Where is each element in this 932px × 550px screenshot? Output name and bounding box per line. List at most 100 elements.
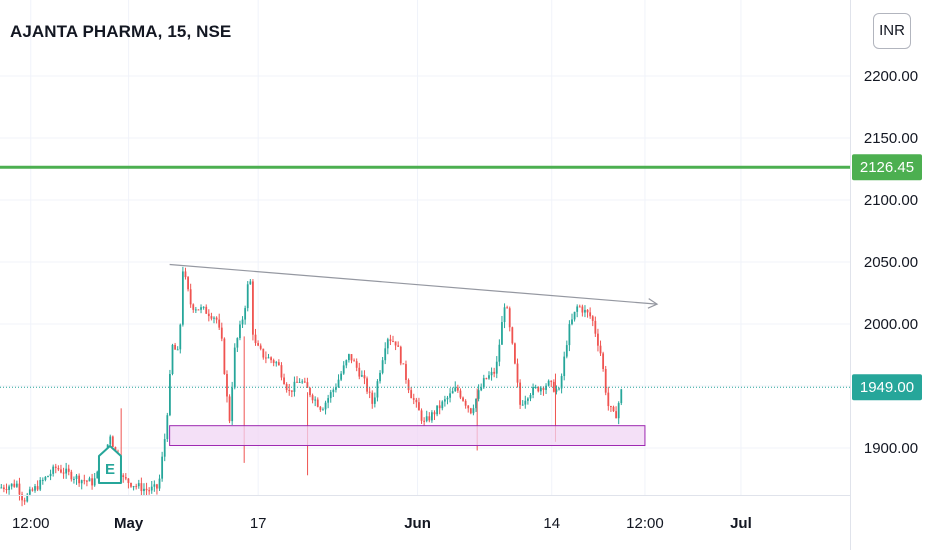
candle-body bbox=[18, 483, 21, 495]
candle-body bbox=[350, 354, 353, 361]
candle-body bbox=[449, 393, 451, 398]
candle-body bbox=[130, 482, 132, 487]
candle-body bbox=[604, 368, 607, 393]
candle-body bbox=[410, 390, 413, 399]
candle-body bbox=[2, 487, 5, 490]
candle-body bbox=[615, 411, 617, 419]
candle-body bbox=[10, 483, 13, 487]
candle-body bbox=[83, 480, 86, 482]
candle-body bbox=[607, 392, 610, 407]
candle-body bbox=[109, 436, 112, 445]
candle-body bbox=[397, 345, 400, 347]
candle-body bbox=[337, 379, 340, 388]
candle-body bbox=[200, 307, 202, 310]
candle-body bbox=[547, 380, 550, 386]
candle-body bbox=[425, 416, 428, 421]
chart-title: AJANTA PHARMA, 15, NSE bbox=[10, 22, 232, 41]
candle-body bbox=[309, 387, 311, 396]
candle-body bbox=[597, 333, 599, 346]
candle-body bbox=[264, 357, 267, 359]
candle-body bbox=[36, 486, 39, 490]
candle-body bbox=[477, 390, 480, 399]
candle-body bbox=[275, 362, 278, 364]
candle-body bbox=[231, 387, 234, 422]
last-price-tag bbox=[852, 374, 922, 401]
candle-body bbox=[267, 357, 270, 359]
candle-body bbox=[516, 363, 519, 383]
candle-body bbox=[249, 281, 252, 285]
candle-body bbox=[223, 338, 226, 374]
earnings-marker[interactable]: E bbox=[97, 445, 122, 484]
candle-body bbox=[355, 361, 358, 368]
candlestick-series bbox=[0, 266, 623, 507]
candle-body bbox=[161, 456, 164, 479]
candle-body bbox=[454, 387, 457, 392]
candle-body bbox=[384, 348, 387, 361]
candle-body bbox=[150, 486, 153, 491]
candle-body bbox=[135, 486, 138, 488]
candle-body bbox=[498, 344, 501, 362]
candle-body bbox=[213, 317, 215, 319]
candle-body bbox=[73, 478, 75, 480]
currency-button[interactable]: INR bbox=[873, 13, 911, 49]
candle-body bbox=[148, 490, 151, 492]
candle-body bbox=[189, 289, 192, 305]
candle-body bbox=[80, 480, 83, 484]
candle-body bbox=[545, 385, 547, 390]
candle-body bbox=[86, 480, 88, 482]
candle-body bbox=[581, 306, 584, 313]
candle-body bbox=[298, 381, 301, 383]
candle-body bbox=[236, 338, 239, 348]
candle-body bbox=[246, 284, 249, 309]
candle-body bbox=[514, 343, 516, 364]
candle-body bbox=[324, 402, 327, 410]
candle-body bbox=[303, 381, 306, 383]
candle-body bbox=[329, 392, 332, 399]
candle-body bbox=[472, 408, 475, 414]
candle-body bbox=[578, 306, 581, 308]
time-tick-label: 14 bbox=[543, 515, 560, 532]
candle-body bbox=[508, 308, 511, 328]
candle-body bbox=[163, 439, 166, 457]
candle-body bbox=[156, 484, 158, 489]
candle-body bbox=[493, 371, 496, 374]
candle-body bbox=[57, 468, 60, 470]
candle-body bbox=[78, 475, 81, 484]
candle-body bbox=[379, 372, 381, 382]
candle-body bbox=[13, 483, 16, 487]
candle-body bbox=[407, 379, 410, 391]
candle-body bbox=[620, 389, 623, 404]
candle-body bbox=[428, 416, 431, 421]
candle-body bbox=[495, 361, 498, 374]
candle-body bbox=[8, 486, 10, 490]
candle-body bbox=[220, 327, 223, 339]
candle-body bbox=[153, 484, 156, 487]
candle-body bbox=[34, 486, 36, 491]
candle-body bbox=[93, 478, 96, 486]
price-tick-label: 2050.00 bbox=[864, 254, 918, 271]
candle-body bbox=[399, 346, 402, 364]
candle-body bbox=[23, 500, 26, 502]
candle-body bbox=[143, 488, 145, 492]
time-axis[interactable]: 12:00 May 17 Jun 14 12:00 Jul bbox=[0, 495, 850, 533]
candle-body bbox=[335, 387, 337, 390]
candle-body bbox=[91, 478, 93, 486]
candle-body bbox=[610, 406, 612, 408]
candle-body bbox=[524, 400, 527, 405]
candle-body bbox=[96, 471, 99, 479]
candle-body bbox=[537, 386, 540, 392]
candle-body bbox=[441, 401, 444, 409]
candle-body bbox=[539, 387, 542, 392]
candle-body bbox=[599, 345, 602, 354]
candle-body bbox=[586, 309, 589, 313]
candle-body bbox=[174, 344, 176, 350]
candle-body bbox=[192, 304, 195, 310]
candle-body bbox=[257, 343, 260, 346]
chart-drawings[interactable]: E bbox=[0, 165, 850, 484]
candle-body bbox=[280, 365, 283, 378]
candle-body bbox=[181, 271, 184, 325]
price-axis[interactable]: 1900.001950.002000.002050.002100.002150.… bbox=[850, 0, 923, 550]
candle-body bbox=[464, 400, 467, 406]
candle-body bbox=[137, 483, 140, 487]
